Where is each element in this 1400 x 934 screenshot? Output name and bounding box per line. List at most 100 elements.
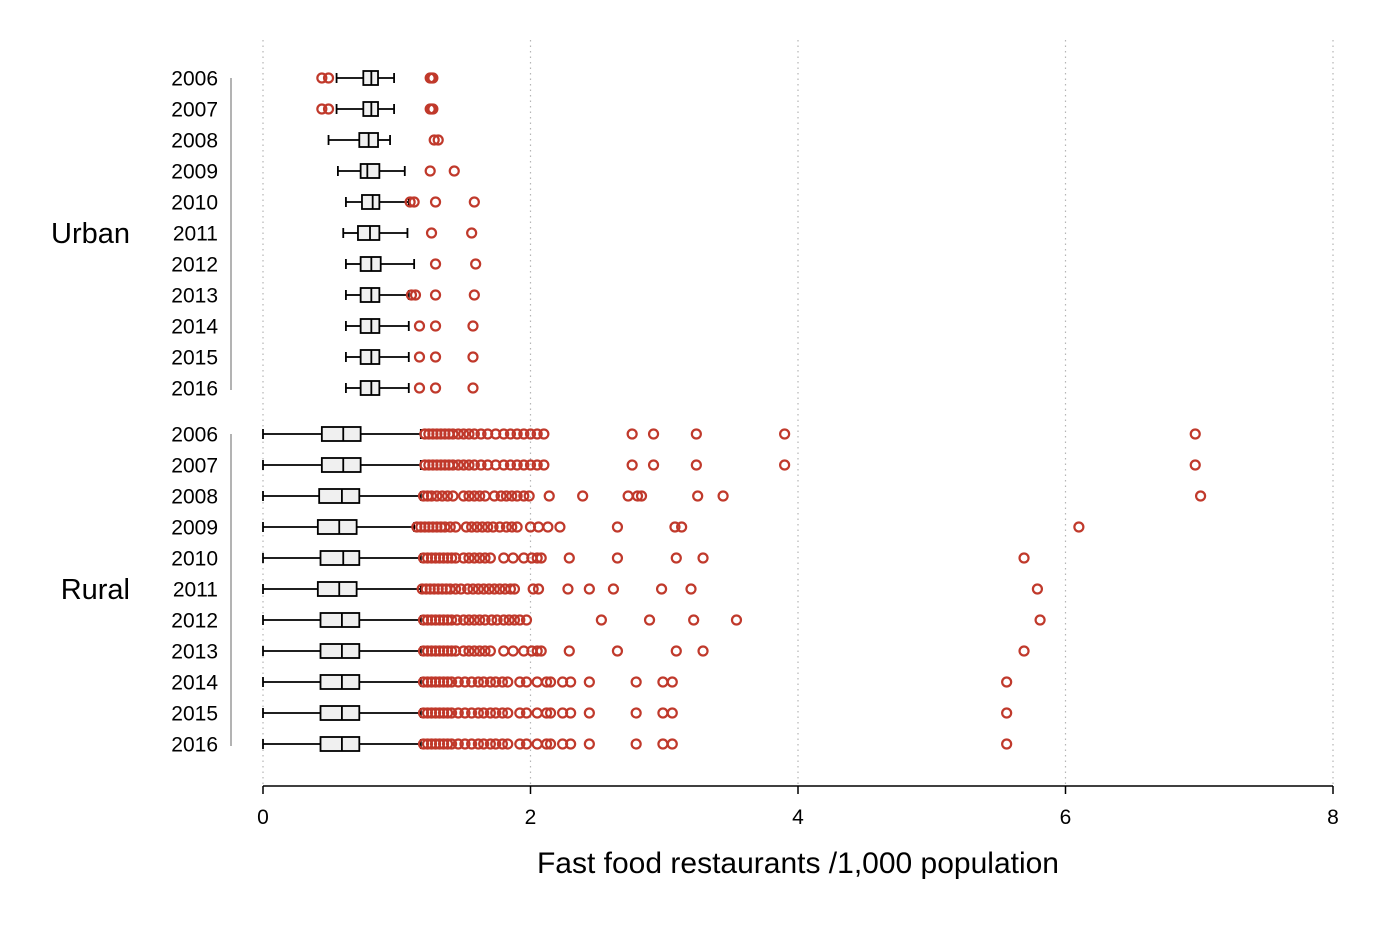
outlier-point bbox=[463, 645, 475, 657]
outlier-point bbox=[498, 614, 510, 626]
outlier-point bbox=[657, 707, 669, 719]
outlier-point bbox=[554, 521, 566, 533]
outlier-point bbox=[459, 738, 471, 750]
x-tick-label: 8 bbox=[1327, 806, 1339, 829]
outlier-point bbox=[447, 428, 459, 440]
outlier-point bbox=[468, 289, 480, 301]
outlier-point bbox=[463, 459, 475, 471]
outlier-point bbox=[583, 707, 595, 719]
outlier-point bbox=[436, 490, 448, 502]
outlier-point bbox=[429, 351, 442, 363]
outlier-point bbox=[507, 552, 519, 564]
outlier-point bbox=[429, 289, 442, 301]
outlier-point bbox=[531, 707, 543, 719]
outlier-point bbox=[448, 165, 460, 177]
outlier-point bbox=[483, 583, 495, 595]
outlier-point bbox=[484, 676, 496, 688]
outlier-point bbox=[472, 707, 484, 719]
outlier-point bbox=[450, 583, 462, 595]
outlier-point bbox=[404, 196, 416, 208]
outlier-point bbox=[475, 428, 487, 440]
year-label: 2008 bbox=[171, 130, 218, 153]
outlier-point bbox=[316, 103, 328, 115]
outlier-point bbox=[544, 676, 557, 688]
box-iqr bbox=[359, 349, 381, 365]
year-label: 2012 bbox=[171, 610, 218, 633]
outlier-point bbox=[540, 676, 553, 688]
outlier-point bbox=[531, 676, 543, 688]
year-label: 2009 bbox=[171, 517, 218, 540]
outlier-point bbox=[565, 707, 577, 719]
outlier-point bbox=[531, 428, 543, 440]
outlier-point bbox=[427, 103, 439, 115]
outlier-point bbox=[523, 490, 535, 502]
outlier-point bbox=[511, 490, 523, 502]
outlier-point bbox=[458, 428, 470, 440]
outlier-point bbox=[462, 583, 474, 595]
outlier-point bbox=[468, 645, 480, 657]
outlier-point bbox=[670, 645, 682, 657]
box-iqr bbox=[359, 380, 381, 396]
outlier-point bbox=[520, 614, 533, 626]
outlier-point bbox=[474, 552, 486, 564]
year-label: 2016 bbox=[171, 378, 218, 401]
year-label: 2011 bbox=[173, 223, 218, 246]
outlier-point bbox=[514, 676, 526, 688]
outlier-point bbox=[518, 428, 530, 440]
outlier-point bbox=[488, 583, 500, 595]
outlier-point bbox=[478, 583, 490, 595]
outlier-point bbox=[544, 738, 557, 750]
outlier-point bbox=[565, 738, 577, 750]
outlier-point bbox=[463, 614, 475, 626]
outlier-point bbox=[467, 583, 479, 595]
outlier-point bbox=[459, 676, 471, 688]
outlier-point bbox=[666, 676, 678, 688]
outlier-point bbox=[451, 614, 463, 626]
outlier-point bbox=[429, 258, 442, 270]
year-label: 2012 bbox=[171, 254, 218, 277]
outlier-point bbox=[452, 738, 464, 750]
outlier-point bbox=[445, 645, 458, 657]
outlier-point bbox=[484, 707, 496, 719]
outlier-point bbox=[542, 521, 554, 533]
outlier-point bbox=[476, 521, 488, 533]
outlier-point bbox=[611, 552, 624, 564]
year-label: 2008 bbox=[171, 486, 218, 509]
outlier-point bbox=[458, 459, 470, 471]
outlier-point bbox=[657, 738, 669, 750]
outlier-point bbox=[692, 490, 704, 502]
outlier-point bbox=[474, 614, 486, 626]
outlier-point bbox=[468, 459, 480, 471]
outlier-point bbox=[474, 645, 486, 657]
outlier-point bbox=[445, 676, 458, 688]
outlier-point bbox=[455, 583, 467, 595]
outlier-point bbox=[439, 521, 451, 533]
outlier-point bbox=[413, 382, 426, 394]
outlier-point bbox=[468, 490, 480, 502]
outlier-point bbox=[445, 738, 458, 750]
group-label-rural: Rural bbox=[61, 574, 130, 606]
box-iqr bbox=[318, 488, 361, 504]
outlier-point bbox=[1001, 676, 1013, 688]
outlier-point bbox=[458, 552, 470, 564]
outlier-point bbox=[484, 645, 496, 657]
outlier-point bbox=[520, 707, 533, 719]
outlier-point bbox=[447, 490, 459, 502]
x-axis: 0 2 4 6 8 bbox=[257, 785, 1339, 829]
outlier-point bbox=[635, 490, 648, 502]
year-label: 2011 bbox=[173, 579, 218, 602]
outlier-point bbox=[490, 676, 502, 688]
outlier-point bbox=[577, 490, 589, 502]
outlier-point bbox=[466, 676, 478, 688]
outlier-point bbox=[452, 707, 464, 719]
outlier-point bbox=[484, 552, 496, 564]
outlier-point bbox=[482, 521, 494, 533]
outlier-point bbox=[459, 707, 471, 719]
box-iqr bbox=[319, 674, 361, 690]
outlier-point bbox=[413, 320, 426, 332]
outlier-point bbox=[565, 676, 577, 688]
outlier-point bbox=[458, 645, 470, 657]
outlier-point bbox=[508, 583, 521, 595]
box-iqr bbox=[359, 287, 381, 303]
outlier-point bbox=[486, 614, 498, 626]
